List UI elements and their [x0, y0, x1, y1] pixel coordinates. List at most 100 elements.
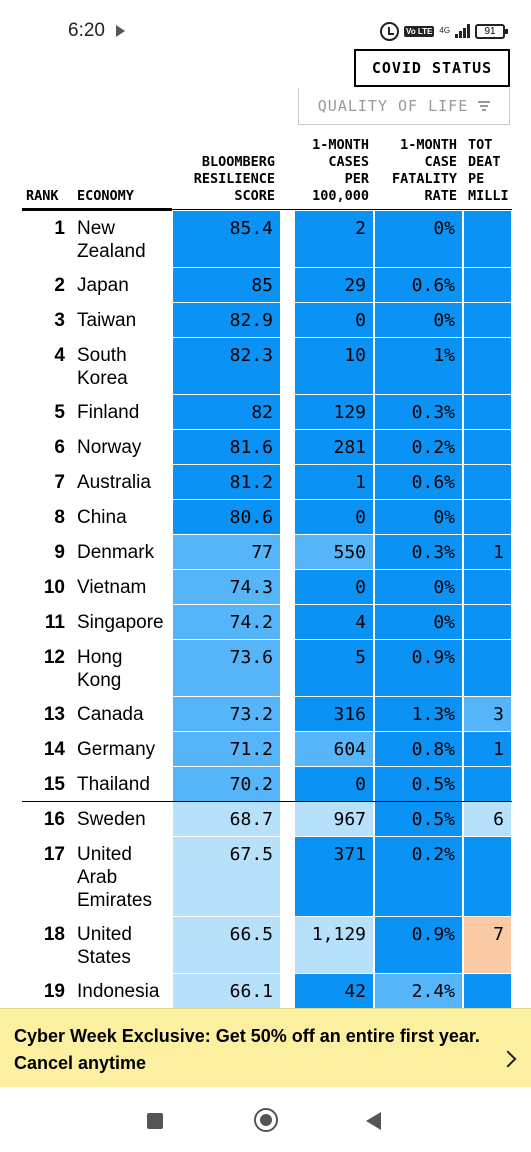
case-fatality-cell: 1.3%	[375, 697, 462, 731]
case-fatality-cell: 0.9%	[375, 640, 462, 696]
cases-cell: 10	[295, 338, 373, 394]
cases-cell: 1	[295, 465, 373, 499]
resilience-score-cell: 74.2	[173, 605, 280, 639]
case-fatality-cell: 0.3%	[375, 395, 462, 429]
economy-name: Indonesia	[77, 981, 160, 1002]
case-fatality-cell: 0%	[375, 303, 462, 337]
covid-status-button[interactable]: COVID STATUS	[354, 49, 510, 87]
resilience-score-cell: 70.2	[173, 767, 280, 801]
battery-level: 91	[484, 25, 496, 37]
resilience-score-cell: 82.3	[173, 338, 280, 394]
table-row[interactable]: 3 Taiwan 82.9 0 0%	[0, 303, 531, 338]
table-row[interactable]: 17 United Arab Emirates 67.5 371 0.2%	[0, 837, 531, 917]
table-row[interactable]: 14 Germany 71.2 604 0.8% 1	[0, 732, 531, 767]
table-row[interactable]: 1 New Zealand 85.4 2 0%	[0, 211, 531, 268]
header-case-fatality[interactable]: 1-MONTH CASE FATALITY RATE	[391, 137, 457, 204]
rank-value: 17	[43, 844, 65, 865]
resilience-score-cell: 80.6	[173, 500, 280, 534]
cases-cell: 0	[295, 500, 373, 534]
case-fatality-cell: 0.5%	[375, 767, 462, 801]
total-deaths-cell	[464, 640, 511, 696]
economy-name: Singapore	[77, 612, 164, 633]
table-row[interactable]: 19 Indonesia 66.1 42 2.4%	[0, 974, 531, 1009]
resilience-score-cell: 82	[173, 395, 280, 429]
status-time: 6:20	[68, 20, 105, 41]
resilience-score-cell: 81.2	[173, 465, 280, 499]
rank-value: 19	[43, 981, 65, 1002]
total-deaths-cell	[464, 570, 511, 604]
economy-name: South Korea	[77, 345, 128, 389]
signal-icon	[455, 24, 471, 38]
volte-icon: Vo LTE	[404, 25, 435, 37]
header-underline	[22, 208, 172, 211]
home-icon[interactable]	[254, 1108, 278, 1132]
table-row[interactable]: 2 Japan 85 29 0.6%	[0, 268, 531, 303]
rank-value: 8	[54, 507, 65, 528]
cases-cell: 29	[295, 268, 373, 302]
economy-name: Thailand	[77, 774, 150, 795]
rank-value: 7	[54, 472, 65, 493]
case-fatality-cell: 0%	[375, 211, 462, 267]
quality-of-life-button[interactable]: QUALITY OF LIFE	[298, 88, 510, 125]
economy-name: Hong Kong	[77, 647, 123, 691]
resilience-score-cell: 77	[173, 535, 280, 569]
table-row[interactable]: 18 United States 66.5 1,129 0.9% 7	[0, 917, 531, 974]
table-row[interactable]: 15 Thailand 70.2 0 0.5%	[0, 767, 531, 802]
quality-of-life-label: QUALITY OF LIFE	[317, 97, 469, 115]
total-deaths-cell: 1	[464, 535, 511, 569]
table-row[interactable]: 8 China 80.6 0 0%	[0, 500, 531, 535]
header-resilience-score[interactable]: BLOOMBERG RESILIENCE SCORE	[193, 154, 275, 204]
case-fatality-cell: 0.8%	[375, 732, 462, 766]
rank-value: 12	[43, 647, 65, 668]
rank-value: 3	[54, 310, 65, 331]
rank-value: 13	[43, 704, 65, 725]
rank-value: 6	[54, 437, 65, 458]
table-row[interactable]: 4 South Korea 82.3 10 1%	[0, 338, 531, 395]
rank-value: 10	[43, 577, 65, 598]
cases-cell: 0	[295, 303, 373, 337]
economy-name: Germany	[77, 739, 156, 760]
promo-banner[interactable]: Cyber Week Exclusive: Get 50% off an ent…	[0, 1008, 531, 1087]
resilience-score-cell: 81.6	[173, 430, 280, 464]
header-economy[interactable]: ECONOMY	[77, 188, 134, 204]
total-deaths-cell	[464, 837, 511, 916]
table-row[interactable]: 16 Sweden 68.7 967 0.5% 6	[0, 802, 531, 837]
case-fatality-cell: 0.2%	[375, 837, 462, 916]
table-row[interactable]: 12 Hong Kong 73.6 5 0.9%	[0, 640, 531, 697]
table-row[interactable]: 6 Norway 81.6 281 0.2%	[0, 430, 531, 465]
total-deaths-cell	[464, 767, 511, 801]
table-row[interactable]: 9 Denmark 77 550 0.3% 1	[0, 535, 531, 570]
total-deaths-cell	[464, 430, 511, 464]
table-row[interactable]: 7 Australia 81.2 1 0.6%	[0, 465, 531, 500]
header-rank[interactable]: RANK	[26, 188, 59, 204]
economy-name: Canada	[77, 704, 144, 725]
economy-name: Finland	[77, 402, 140, 423]
rank-value: 11	[44, 612, 65, 633]
back-icon[interactable]	[366, 1112, 381, 1130]
rank-value: 14	[43, 739, 65, 760]
table-row[interactable]: 13 Canada 73.2 316 1.3% 3	[0, 697, 531, 732]
cases-cell: 604	[295, 732, 373, 766]
total-deaths-cell	[464, 211, 511, 267]
header-total-deaths[interactable]: TOT DEAT PE MILLI	[468, 137, 509, 204]
economy-name: United States	[77, 924, 132, 968]
cases-cell: 281	[295, 430, 373, 464]
rank-value: 1	[54, 218, 65, 239]
cases-cell: 129	[295, 395, 373, 429]
resilience-score-cell: 66.1	[173, 974, 280, 1008]
resilience-score-cell: 85.4	[173, 211, 280, 267]
header-cases[interactable]: 1-MONTH CASES PER 100,000	[312, 137, 369, 204]
rank-value: 9	[54, 542, 65, 563]
total-deaths-cell	[464, 268, 511, 302]
cases-cell: 0	[295, 570, 373, 604]
table-row[interactable]: 11 Singapore 74.2 4 0%	[0, 605, 531, 640]
cases-cell: 967	[295, 802, 373, 836]
table-row[interactable]: 10 Vietnam 74.3 0 0%	[0, 570, 531, 605]
cases-cell: 42	[295, 974, 373, 1008]
status-bar: 6:20 Vo LTE 4G 91	[0, 0, 531, 62]
table-row[interactable]: 5 Finland 82 129 0.3%	[0, 395, 531, 430]
chevron-right-icon[interactable]	[499, 1050, 517, 1068]
battery-icon: 91	[475, 23, 509, 39]
recent-apps-icon[interactable]	[147, 1113, 163, 1129]
case-fatality-cell: 0%	[375, 500, 462, 534]
